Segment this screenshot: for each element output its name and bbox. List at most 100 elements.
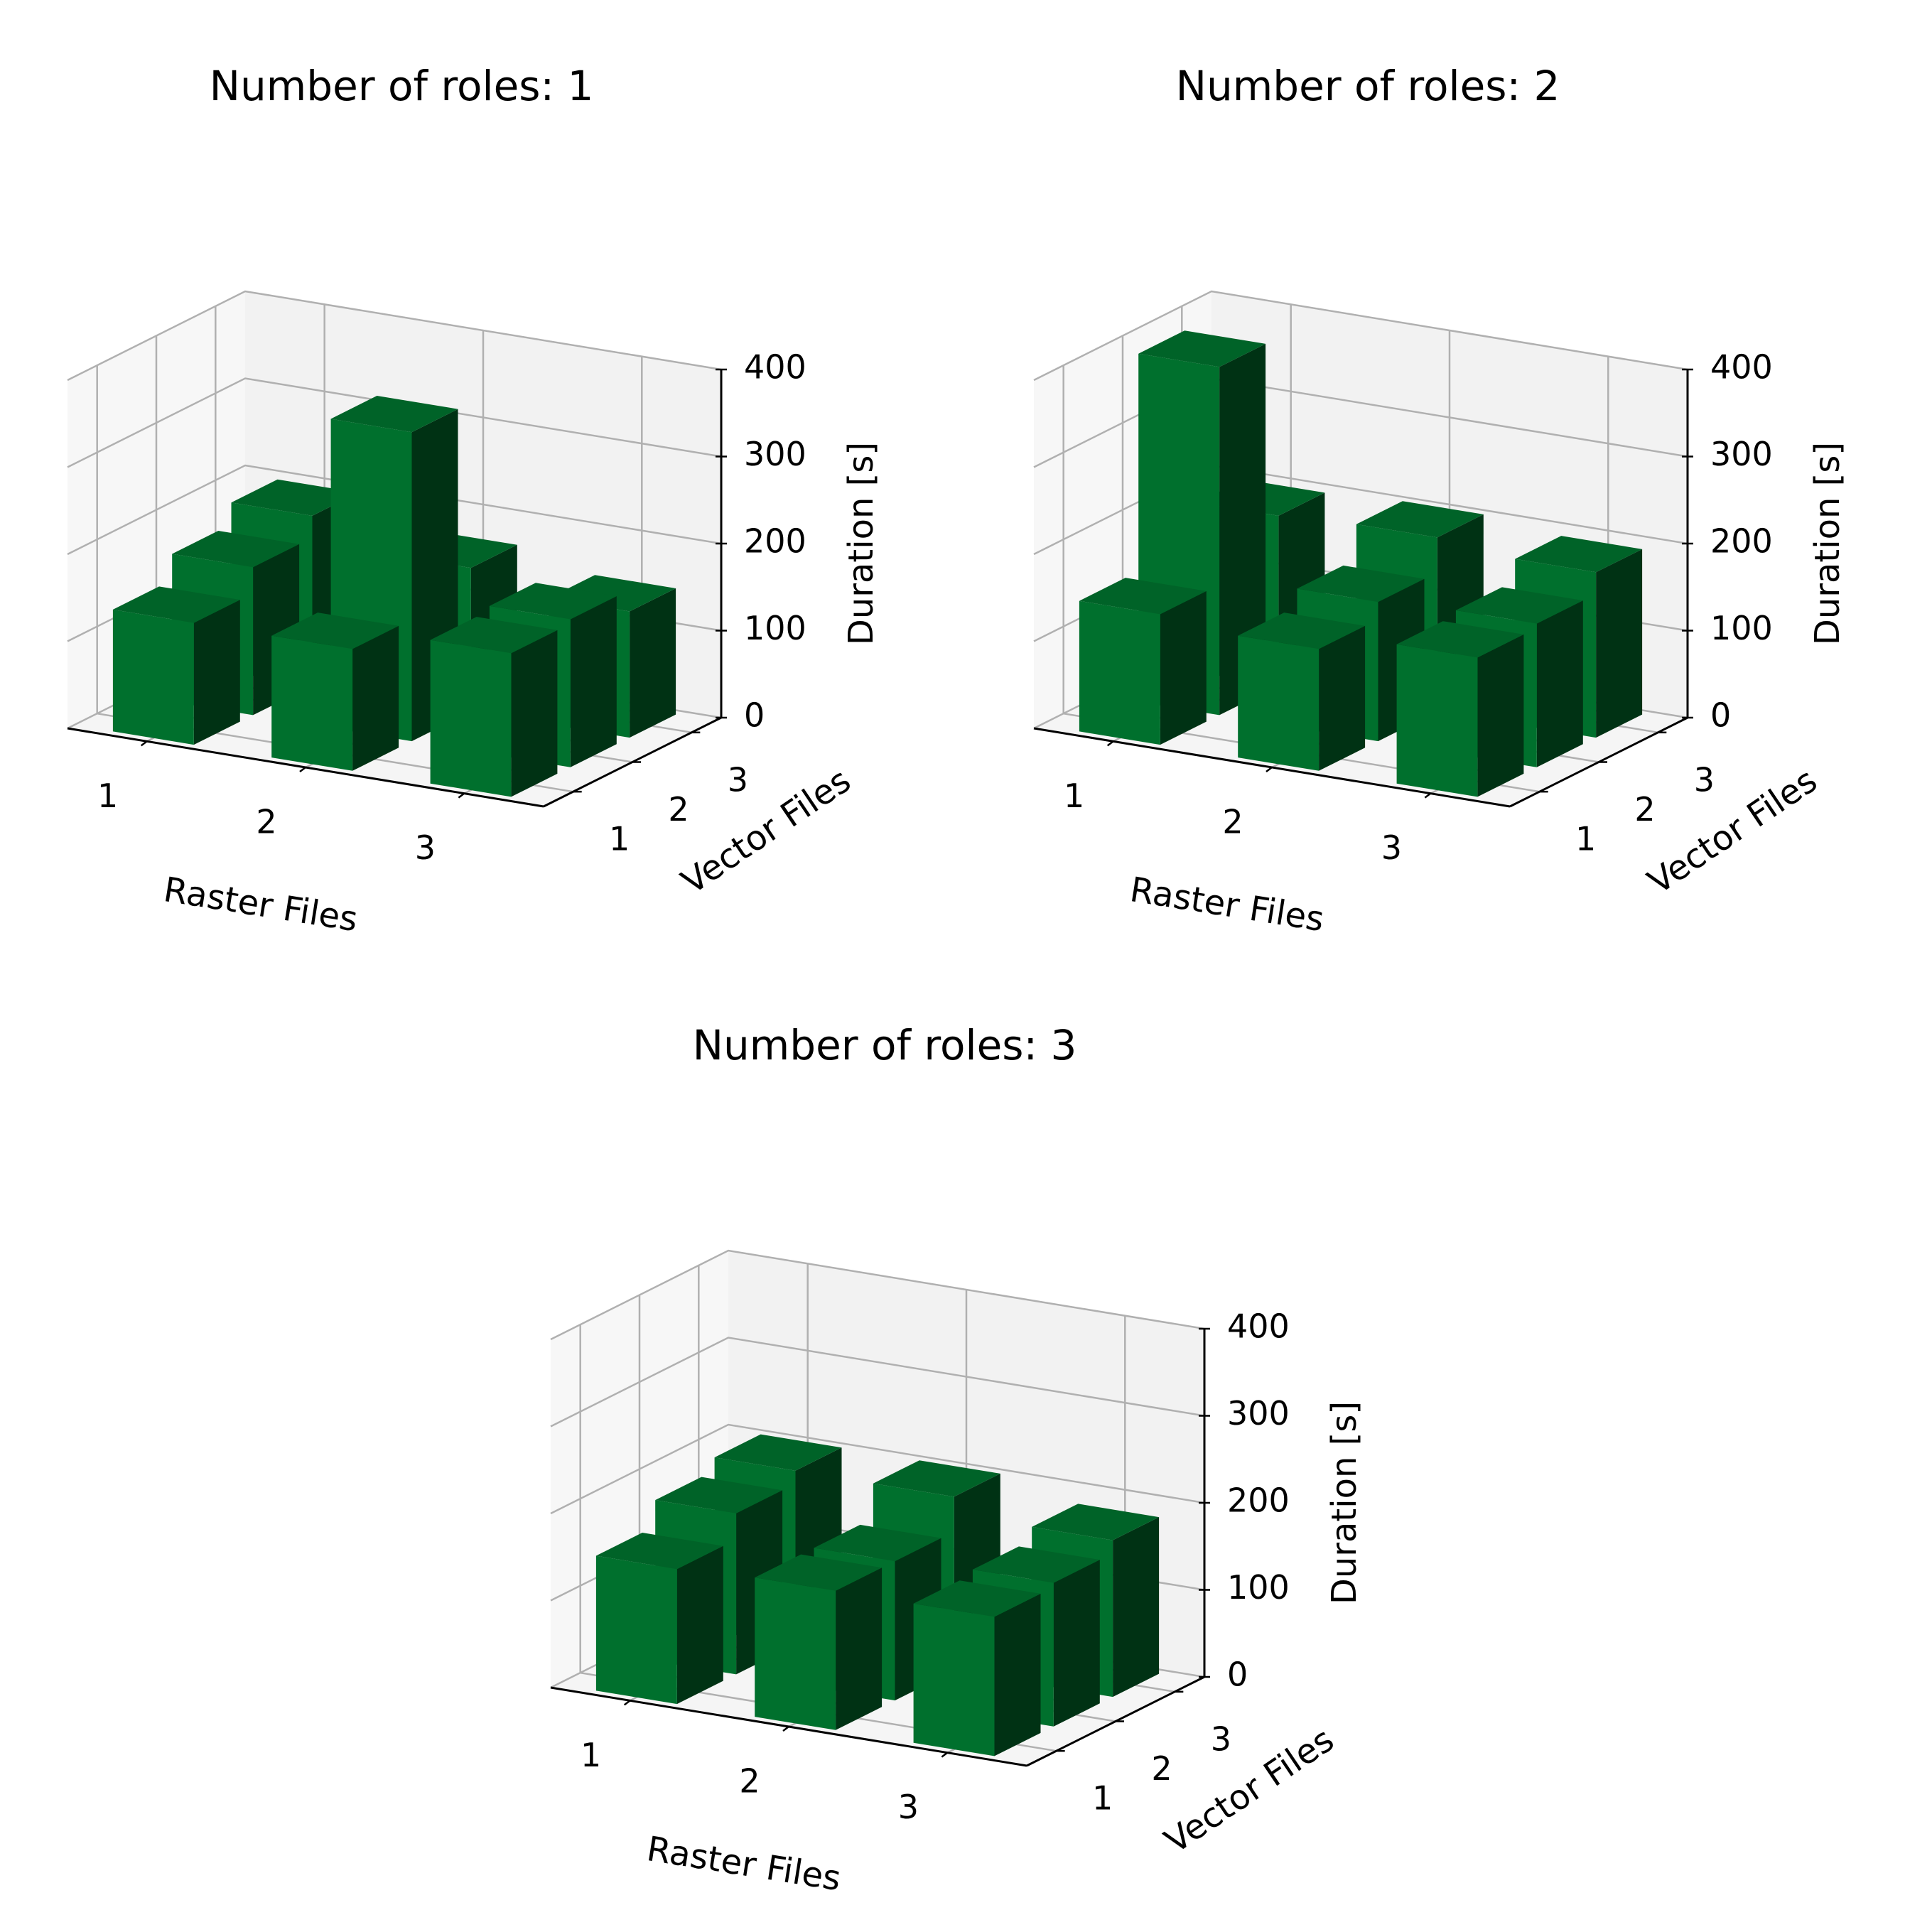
bar-top bbox=[655, 1477, 783, 1513]
z-tick-label: 100 bbox=[1710, 609, 1773, 647]
bar-1-1 bbox=[1079, 578, 1207, 745]
ticks bbox=[623, 1327, 1210, 1758]
z-tick-label: 200 bbox=[744, 522, 806, 561]
z-axis-label: Duration [s] bbox=[1324, 1401, 1364, 1604]
y-axis-label: Vector Files bbox=[1157, 1720, 1341, 1861]
bar-2-1 bbox=[271, 612, 399, 771]
bar-top bbox=[755, 1554, 883, 1591]
bar-3-1 bbox=[430, 617, 558, 797]
bar-top bbox=[595, 1533, 723, 1570]
z-gridline bbox=[67, 377, 722, 468]
bar-side bbox=[994, 1593, 1041, 1756]
bar-side bbox=[1319, 625, 1366, 771]
bar-front bbox=[112, 609, 194, 745]
z-axis-label: Duration [s] bbox=[841, 442, 881, 645]
bar-front bbox=[1238, 635, 1320, 771]
x-tick bbox=[941, 1752, 949, 1758]
ticks bbox=[1106, 368, 1693, 799]
bar-top bbox=[714, 1434, 842, 1471]
bar-front bbox=[913, 1603, 995, 1756]
x-tick bbox=[458, 792, 465, 799]
x-tick bbox=[1265, 767, 1273, 772]
bar-top bbox=[873, 1460, 1000, 1497]
bar-top bbox=[231, 479, 359, 516]
z-tick-label: 400 bbox=[1227, 1307, 1290, 1346]
bar-top bbox=[112, 586, 240, 623]
bar-side bbox=[511, 630, 558, 797]
bar-top bbox=[330, 396, 458, 433]
bar-top bbox=[913, 1580, 1041, 1617]
x-axis-label: Raster Files bbox=[161, 870, 360, 939]
y-tick-label: 3 bbox=[1211, 1720, 1231, 1758]
z-tick-label: 400 bbox=[1710, 348, 1773, 387]
x-tick-label: 3 bbox=[1381, 829, 1402, 867]
z-gridline bbox=[67, 290, 722, 382]
x-tick bbox=[140, 740, 148, 747]
x-tick-label: 2 bbox=[739, 1762, 760, 1801]
bar-side bbox=[1113, 1517, 1160, 1698]
x-tick-label: 3 bbox=[415, 829, 436, 867]
bar-top bbox=[1455, 587, 1583, 624]
bar-side bbox=[630, 588, 676, 738]
z-tick-label: 0 bbox=[1227, 1656, 1248, 1694]
z-gridline bbox=[550, 1249, 1205, 1341]
bar-front bbox=[755, 1577, 836, 1730]
bar-top bbox=[1138, 330, 1266, 367]
z-tick-label: 300 bbox=[744, 435, 806, 473]
bar-top bbox=[489, 583, 617, 620]
bars bbox=[1079, 330, 1643, 797]
bar-1-1 bbox=[112, 586, 240, 745]
bar-front bbox=[1396, 644, 1478, 797]
bar-top bbox=[972, 1546, 1100, 1583]
chart-title: Number of roles: 1 bbox=[210, 62, 594, 110]
bar-2-1 bbox=[1238, 612, 1366, 771]
bar-side bbox=[1596, 549, 1643, 738]
z-gridline bbox=[1033, 290, 1688, 382]
z-tick-label: 0 bbox=[1710, 696, 1731, 735]
x-tick bbox=[299, 767, 306, 772]
bar-top bbox=[1238, 612, 1366, 649]
bar-top bbox=[172, 531, 300, 568]
bar-top bbox=[1396, 621, 1524, 658]
bar-front bbox=[271, 635, 353, 771]
bar-2-1 bbox=[755, 1554, 883, 1730]
bar-side bbox=[676, 1545, 723, 1705]
z-tick-label: 200 bbox=[1710, 522, 1773, 561]
x-tick bbox=[1424, 792, 1432, 799]
x-tick bbox=[1106, 740, 1114, 747]
y-tick-label: 2 bbox=[668, 790, 689, 829]
bar-front bbox=[430, 639, 512, 797]
ticks bbox=[140, 368, 727, 799]
z-axis-label: Duration [s] bbox=[1808, 442, 1847, 645]
bar-side bbox=[352, 625, 399, 771]
bar-1-1 bbox=[595, 1533, 723, 1705]
bar-top bbox=[1032, 1504, 1160, 1540]
y-axis-label: Vector Files bbox=[674, 760, 858, 902]
z-tick-label: 0 bbox=[744, 696, 765, 735]
chart-title: Number of roles: 3 bbox=[693, 1021, 1077, 1069]
y-tick-label: 1 bbox=[1092, 1779, 1113, 1818]
x-tick-label: 2 bbox=[256, 803, 276, 841]
bar-front bbox=[595, 1555, 677, 1705]
y-tick-label: 2 bbox=[1634, 790, 1655, 829]
x-axis-label: Raster Files bbox=[644, 1829, 843, 1899]
bars bbox=[595, 1434, 1160, 1756]
bar-side bbox=[836, 1567, 883, 1730]
bar-side bbox=[1160, 590, 1207, 745]
bar-top bbox=[814, 1524, 941, 1562]
bar-front bbox=[1079, 600, 1160, 745]
bar-top bbox=[430, 617, 558, 654]
z-tick-label: 200 bbox=[1227, 1482, 1290, 1520]
z-gridline bbox=[550, 1337, 1205, 1428]
z-gridline bbox=[550, 1423, 1205, 1515]
y-tick-label: 3 bbox=[728, 760, 748, 799]
bar-side bbox=[570, 596, 617, 767]
bar-side bbox=[193, 600, 240, 745]
bar-3-1 bbox=[1396, 621, 1524, 797]
bar-top bbox=[1297, 565, 1425, 603]
z-tick-label: 100 bbox=[1227, 1568, 1290, 1607]
x-tick-label: 1 bbox=[581, 1736, 601, 1774]
